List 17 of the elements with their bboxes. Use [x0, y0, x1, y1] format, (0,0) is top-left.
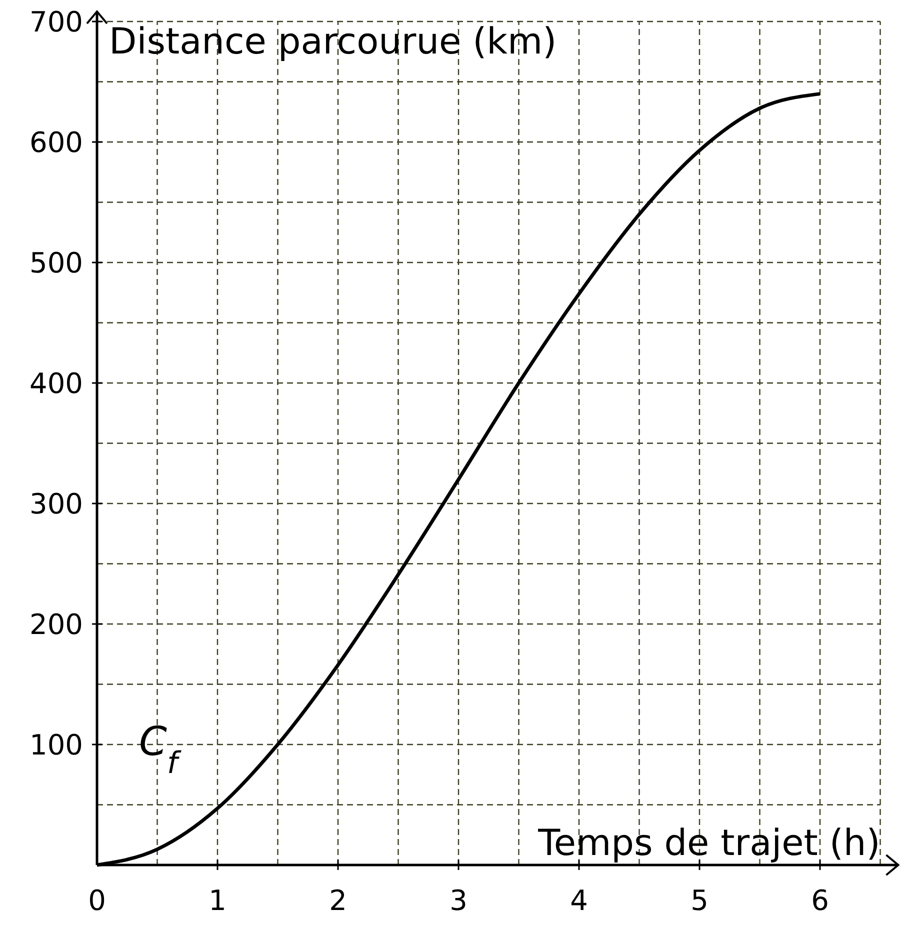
x-tick-label: 2 — [329, 884, 347, 917]
x-tick-label: 3 — [450, 884, 468, 917]
x-tick-label: 5 — [690, 884, 708, 917]
y-tick-label: 500 — [30, 246, 83, 280]
x-tick-label: 1 — [208, 884, 226, 917]
x-tick-label: 6 — [811, 884, 829, 917]
annotation: C$_{f}$ — [139, 719, 182, 780]
y-tick-label: 100 — [30, 728, 83, 762]
x-tick-label: 4 — [570, 884, 588, 917]
y-tick-label: 300 — [30, 487, 83, 520]
x-tick-label: 0 — [88, 884, 106, 917]
y-axis-title: Distance parcourue (km) — [109, 22, 557, 62]
y-tick-label: 400 — [30, 366, 83, 400]
y-tick-label: 200 — [30, 608, 83, 641]
y-tick-label: 700 — [30, 5, 83, 38]
y-tick-label: 600 — [30, 126, 83, 159]
x-axis-title: Temps de trajet (h) — [537, 823, 880, 864]
